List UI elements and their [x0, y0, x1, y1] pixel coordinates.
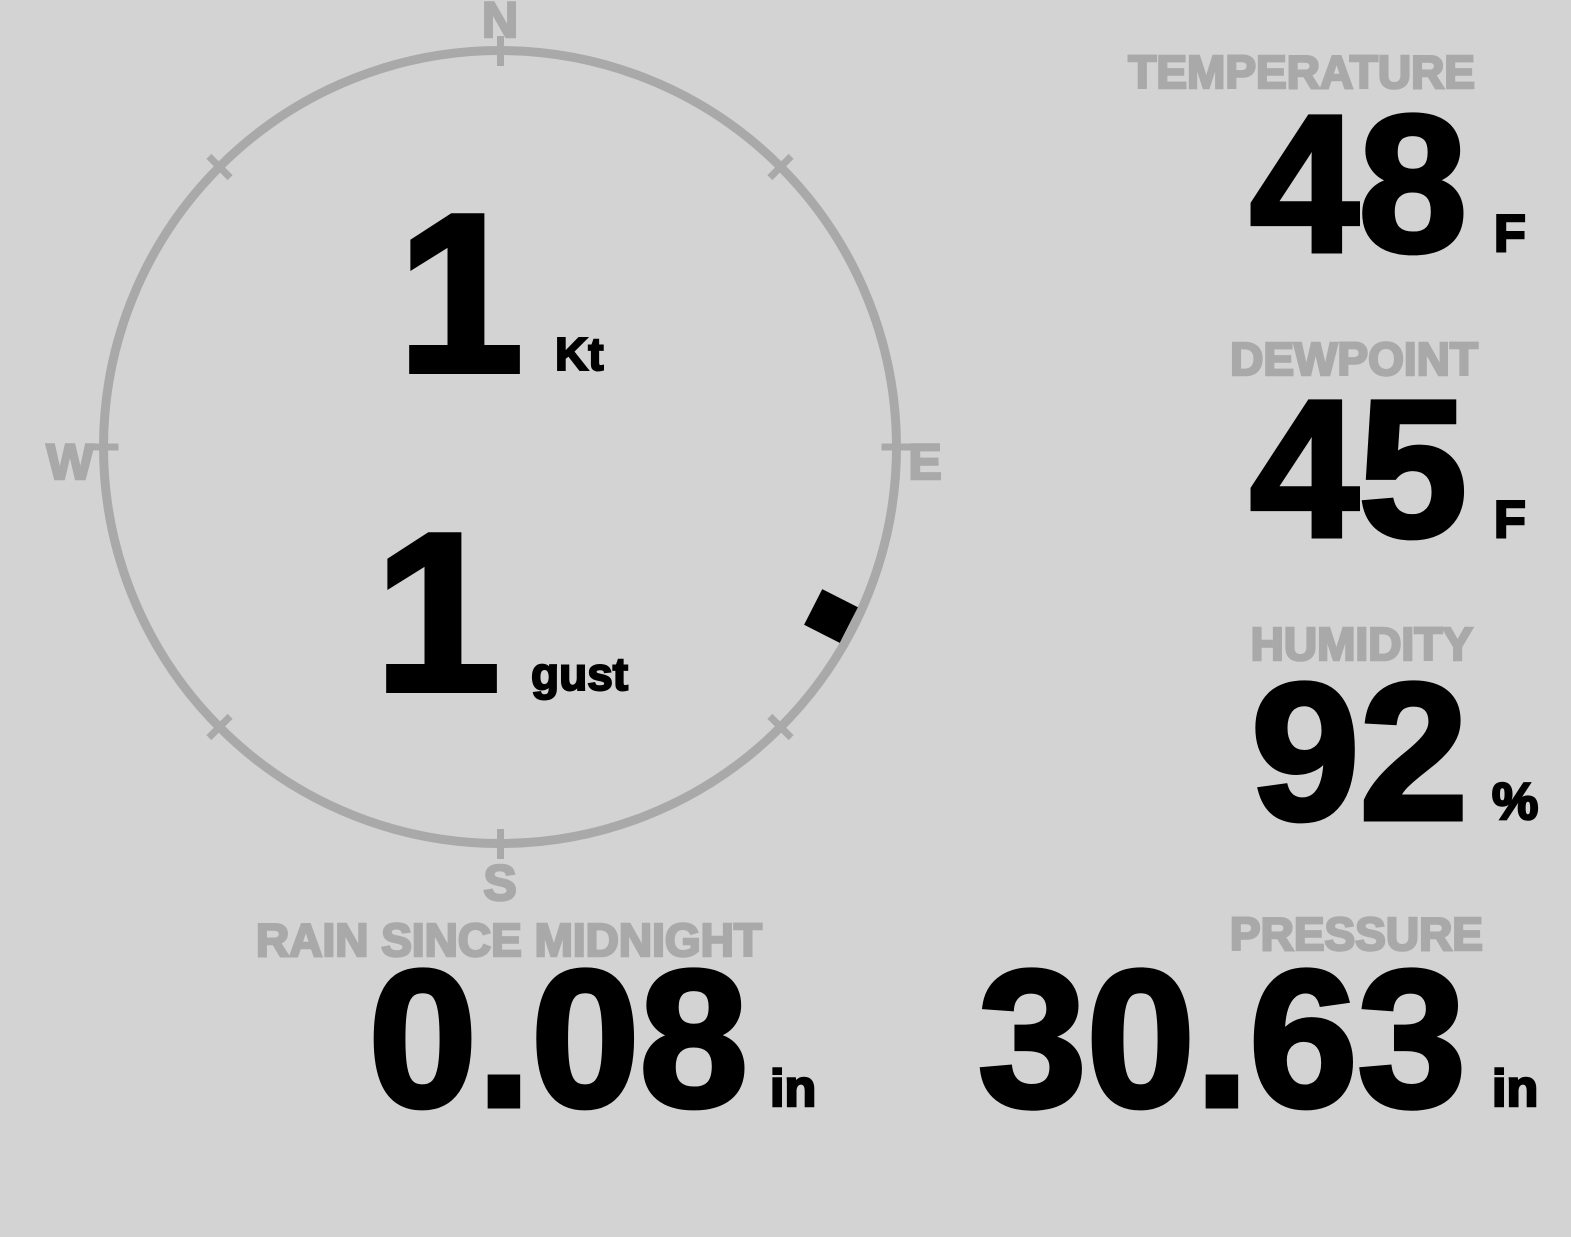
- compass-label-east: E: [907, 434, 943, 490]
- pressure-unit: in: [1491, 1060, 1540, 1118]
- pressure-value: 30.63: [976, 930, 1469, 1148]
- compass-label-north: N: [481, 0, 520, 48]
- pressure-label: PRESSURE: [1229, 908, 1485, 960]
- humidity-unit: %: [1491, 773, 1540, 831]
- compass-tick: [496, 35, 504, 66]
- compass-label-south: S: [482, 855, 518, 911]
- temperature-unit: F: [1493, 205, 1527, 263]
- dewpoint-label: DEWPOINT: [1229, 333, 1479, 385]
- dewpoint-unit: F: [1493, 491, 1527, 549]
- humidity-label: HUMIDITY: [1249, 618, 1474, 670]
- humidity-value: 92: [1249, 643, 1471, 861]
- wind-speed-unit: Kt: [554, 328, 605, 380]
- temperature-value: 48: [1248, 75, 1470, 293]
- compass-label-west: W: [45, 434, 95, 490]
- rain-value: 0.08: [366, 930, 751, 1148]
- wind-gust-value: 1: [372, 486, 503, 738]
- compass-tick: [496, 828, 504, 859]
- rain-label: RAIN SINCE MIDNIGHT: [255, 914, 764, 966]
- rain-unit: in: [769, 1060, 818, 1118]
- wind-speed-value: 1: [395, 167, 526, 419]
- dewpoint-value: 45: [1248, 360, 1470, 578]
- wind-gust-unit: gust: [530, 648, 629, 700]
- temperature-label: TEMPERATURE: [1127, 46, 1476, 98]
